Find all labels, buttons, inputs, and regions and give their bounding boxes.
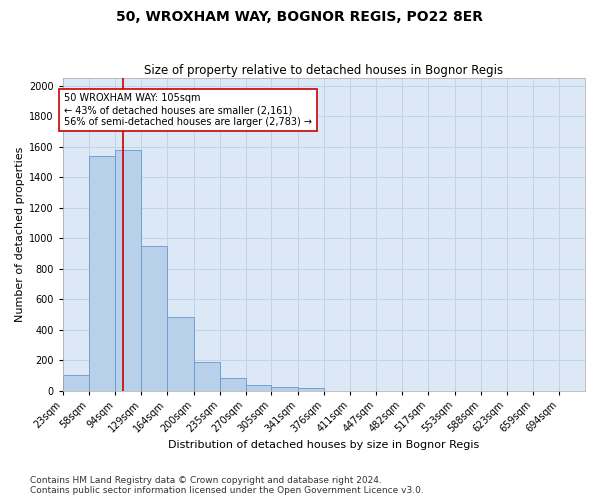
Y-axis label: Number of detached properties: Number of detached properties — [15, 146, 25, 322]
X-axis label: Distribution of detached houses by size in Bognor Regis: Distribution of detached houses by size … — [168, 440, 479, 450]
Text: 50, WROXHAM WAY, BOGNOR REGIS, PO22 8ER: 50, WROXHAM WAY, BOGNOR REGIS, PO22 8ER — [116, 10, 484, 24]
Bar — [89, 156, 115, 390]
Text: Contains HM Land Registry data © Crown copyright and database right 2024.
Contai: Contains HM Land Registry data © Crown c… — [30, 476, 424, 495]
Bar — [220, 378, 245, 390]
Bar — [245, 385, 271, 390]
Bar — [194, 362, 220, 390]
Bar — [271, 386, 298, 390]
Bar — [298, 388, 324, 390]
Bar — [141, 246, 167, 390]
Title: Size of property relative to detached houses in Bognor Regis: Size of property relative to detached ho… — [145, 64, 503, 77]
Bar — [167, 318, 194, 390]
Bar — [63, 376, 89, 390]
Bar — [115, 150, 141, 390]
Text: 50 WROXHAM WAY: 105sqm
← 43% of detached houses are smaller (2,161)
56% of semi-: 50 WROXHAM WAY: 105sqm ← 43% of detached… — [64, 94, 312, 126]
